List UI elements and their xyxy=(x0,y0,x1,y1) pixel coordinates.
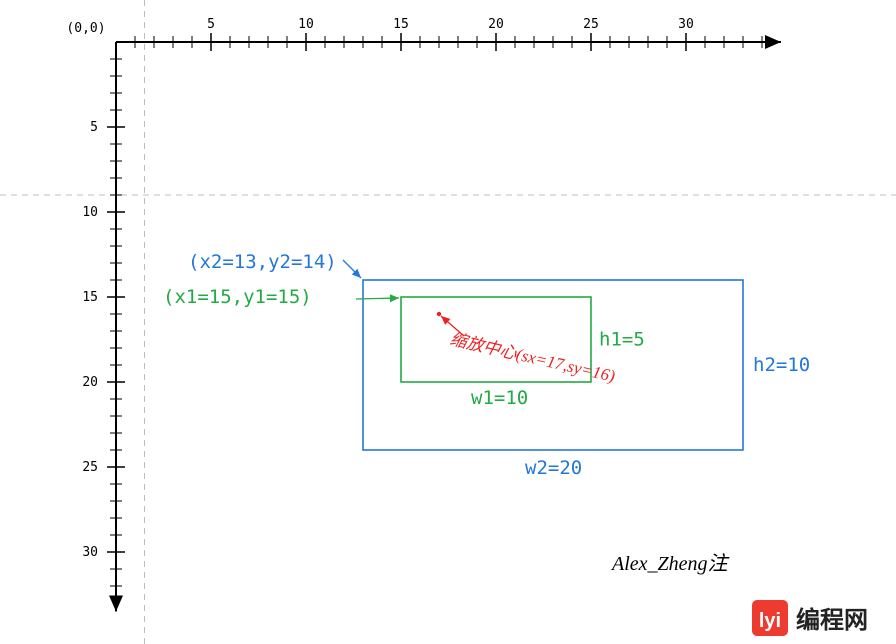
logo-inner-text: lyi xyxy=(759,610,781,632)
y-tick-label: 20 xyxy=(82,375,98,390)
author-note: Alex_Zheng注 xyxy=(610,553,731,575)
x-tick-label: 20 xyxy=(488,17,504,32)
y-tick-label: 30 xyxy=(82,545,98,560)
x-tick-label: 15 xyxy=(393,17,409,32)
y-tick-label: 15 xyxy=(82,290,98,305)
x-tick-label: 5 xyxy=(207,17,215,32)
center-label: 缩放中心(sx=17,sy=16) xyxy=(448,329,617,386)
y-tick-label: 10 xyxy=(82,205,98,220)
h1-label: h1=5 xyxy=(599,329,645,351)
x-tick-label: 10 xyxy=(298,17,314,32)
inner-xy-arrow-head xyxy=(390,294,399,302)
y-tick-label: 25 xyxy=(82,460,98,475)
w1-label: w1=10 xyxy=(471,387,528,409)
diagram-canvas: 5 10 15 20 25 30 5 10 15 20 25 30 (0,0) (x2=13,y2=14)… xyxy=(0,0,896,644)
inner-xy-label: (x1=15,y1=15) xyxy=(163,286,312,308)
w2-label: w2=20 xyxy=(525,457,582,479)
scale-center-dot xyxy=(437,312,441,316)
origin-label: (0,0) xyxy=(66,21,105,36)
h2-label: h2=10 xyxy=(753,354,810,376)
y-tick-label: 5 xyxy=(90,120,98,135)
x-tick-label: 30 xyxy=(678,17,694,32)
logo-outer-text: 编程网 xyxy=(796,606,868,634)
x-axis-arrow xyxy=(765,35,781,49)
x-tick-label: 25 xyxy=(583,17,599,32)
outer-xy-label: (x2=13,y2=14) xyxy=(188,251,337,273)
y-axis-arrow xyxy=(109,596,123,612)
